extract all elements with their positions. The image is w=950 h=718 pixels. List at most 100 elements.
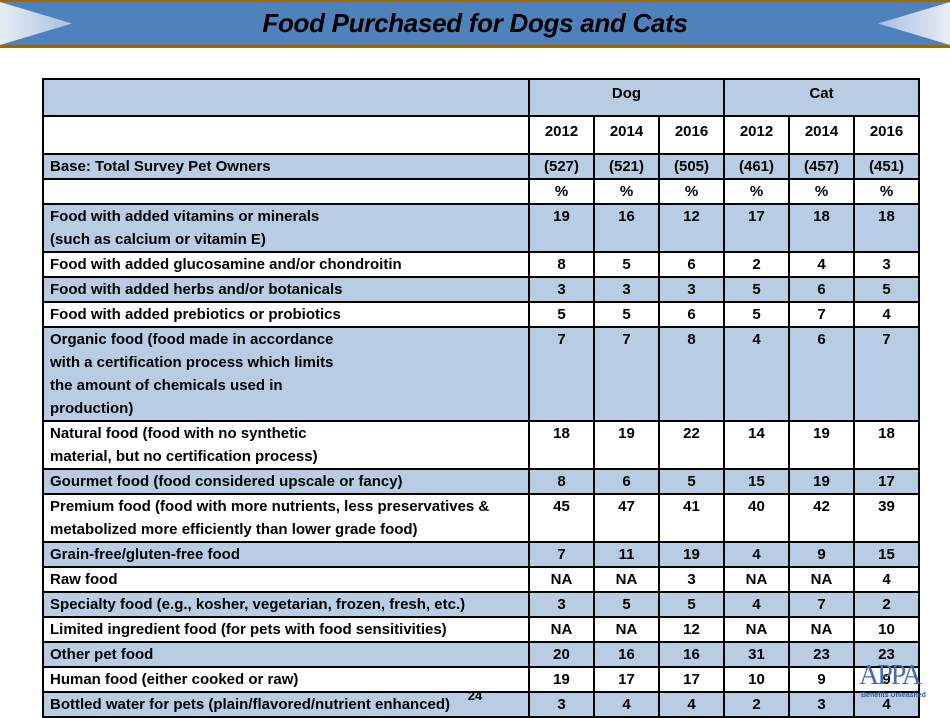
unit-cell: % <box>528 178 595 205</box>
page-title: Food Purchased for Dogs and Cats <box>262 8 688 38</box>
food-purchase-table: Dog Cat 2012 2014 2016 2012 2014 2016 Ba… <box>42 78 920 718</box>
row-value: 7 <box>788 301 855 328</box>
row-value: 3 <box>853 251 920 278</box>
row-value: 6 <box>788 276 855 303</box>
row-value: 9 <box>788 541 855 568</box>
row-label: Other pet food <box>42 641 530 668</box>
empty-header-cell <box>42 78 530 117</box>
row-value: 4 <box>788 251 855 278</box>
row-value: 6 <box>788 326 855 422</box>
row-value: 3 <box>528 591 595 618</box>
row-value: 5 <box>853 276 920 303</box>
row-value: 14 <box>723 420 790 470</box>
row-value: 17 <box>723 203 790 253</box>
row-value: 23 <box>788 641 855 668</box>
table-row: Grain-free/gluten-free food 7 11 19 4 9 15 <box>42 541 920 568</box>
row-value: 10 <box>723 666 790 693</box>
logo-letters: APPA <box>859 660 922 691</box>
row-value: 6 <box>658 251 725 278</box>
row-label: Specialty food (e.g., kosher, vegetarian… <box>42 591 530 618</box>
table-row: Organic food (food made in accordance wi… <box>42 326 920 422</box>
row-value: 3 <box>593 276 660 303</box>
row-label-text: Human food (either cooked or raw) <box>50 671 299 688</box>
row-value: 40 <box>723 493 790 543</box>
row-value: 3 <box>658 276 725 303</box>
row-value: NA <box>788 616 855 643</box>
table-row: Food with added herbs and/or botanicals 3… <box>42 276 920 303</box>
base-value: (527) <box>528 153 595 180</box>
row-value: NA <box>593 616 660 643</box>
row-value: 4 <box>853 301 920 328</box>
row-value: 47 <box>593 493 660 543</box>
row-label-text: Specialty food (e.g., kosher, vegetarian… <box>50 596 466 613</box>
row-value: 7 <box>853 326 920 422</box>
table-row: Food with added prebiotics or probiotics… <box>42 301 920 328</box>
row-value: 17 <box>593 666 660 693</box>
row-value: 18 <box>788 203 855 253</box>
title-banner: Food Purchased for Dogs and Cats <box>0 0 950 48</box>
table-row: Specialty food (e.g., kosher, vegetarian… <box>42 591 920 618</box>
row-value: 17 <box>658 666 725 693</box>
row-value: 19 <box>788 420 855 470</box>
row-label: Food with added prebiotics or probiotics <box>42 301 530 328</box>
row-label: Raw food <box>42 566 530 593</box>
row-label-text: Food with added herbs and/or botanicals <box>50 281 343 298</box>
group-header-row: Dog Cat <box>42 78 920 117</box>
table-row: Other pet food 20 16 16 31 23 23 <box>42 641 920 668</box>
row-value: 45 <box>528 493 595 543</box>
year-header: 2014 <box>593 115 660 155</box>
unit-cell: % <box>658 178 725 205</box>
row-value: NA <box>723 566 790 593</box>
row-value: 19 <box>528 666 595 693</box>
row-value: 7 <box>593 326 660 422</box>
row-value: 5 <box>593 591 660 618</box>
row-value: 10 <box>853 616 920 643</box>
row-value: 31 <box>723 641 790 668</box>
group-header-cat: Cat <box>723 78 920 117</box>
row-value: 15 <box>723 468 790 495</box>
row-value: 20 <box>528 641 595 668</box>
table-row: Food with added vitamins or minerals (su… <box>42 203 920 253</box>
row-value: 16 <box>658 641 725 668</box>
row-value: 19 <box>788 468 855 495</box>
row-value: 8 <box>528 251 595 278</box>
row-value: 4 <box>853 566 920 593</box>
year-header-row: 2012 2014 2016 2012 2014 2016 <box>42 115 920 155</box>
row-value: 5 <box>723 301 790 328</box>
base-label: Base: Total Survey Pet Owners <box>42 153 530 180</box>
year-header: 2014 <box>788 115 855 155</box>
row-value: 18 <box>853 203 920 253</box>
row-value: 9 <box>853 666 920 693</box>
year-header: 2016 <box>658 115 725 155</box>
unit-cell: % <box>723 178 790 205</box>
year-header: 2016 <box>853 115 920 155</box>
row-value: NA <box>528 616 595 643</box>
row-label-text: Food with added glucosamine and/or chond… <box>50 256 402 273</box>
row-value: 6 <box>593 468 660 495</box>
year-header: 2012 <box>528 115 595 155</box>
row-label: Limited ingredient food (for pets with f… <box>42 616 530 643</box>
year-header: 2012 <box>723 115 790 155</box>
row-value: 9 <box>788 666 855 693</box>
row-value: 5 <box>723 276 790 303</box>
row-label-text: Food with added vitamins or minerals (su… <box>50 208 320 248</box>
empty-year-label-cell <box>42 115 530 155</box>
row-value: 12 <box>658 203 725 253</box>
appa-logo: APPA Benefits Unleashed <box>855 660 926 710</box>
row-value: 42 <box>788 493 855 543</box>
row-label: Gourmet food (food considered upscale or… <box>42 468 530 495</box>
row-label-text: Raw food <box>50 571 118 588</box>
row-value: 19 <box>593 420 660 470</box>
table-row: Gourmet food (food considered upscale or… <box>42 468 920 495</box>
base-value: (451) <box>853 153 920 180</box>
base-value: (461) <box>723 153 790 180</box>
row-value: 41 <box>658 493 725 543</box>
logo-tagline: Benefits Unleashed <box>861 692 926 699</box>
row-label: Organic food (food made in accordance wi… <box>42 326 530 422</box>
row-label: Natural food (food with no synthetic mat… <box>42 420 530 470</box>
table-row: Human food (either cooked or raw) 19 17 17 1… <box>42 666 920 693</box>
row-label: Premium food (food with more nutrients, … <box>42 493 530 543</box>
row-value: 7 <box>528 541 595 568</box>
base-value: (521) <box>593 153 660 180</box>
row-label-text: Premium food (food with more nutrients, … <box>50 498 490 538</box>
